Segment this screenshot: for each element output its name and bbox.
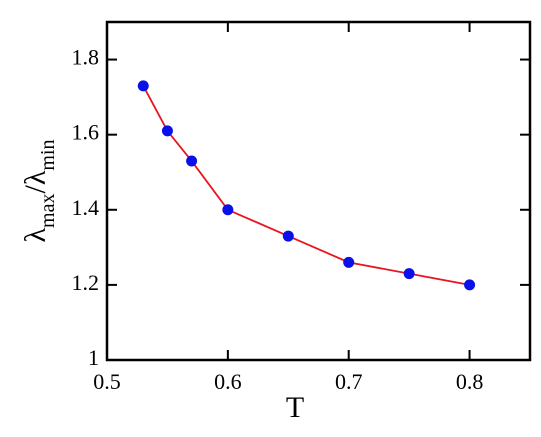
y-axis-label-part: /λ bbox=[19, 170, 52, 193]
x-tick-label: 0.5 bbox=[93, 369, 121, 394]
plot-frame bbox=[105, 20, 532, 362]
marker bbox=[222, 204, 234, 216]
marker bbox=[282, 230, 294, 242]
x-tick-label: 0.8 bbox=[456, 369, 484, 394]
y-tick-label: 1.8 bbox=[72, 45, 100, 70]
x-tick-label: 0.6 bbox=[214, 369, 242, 394]
y-axis-label-part: max bbox=[37, 194, 59, 228]
y-tick-label: 1.4 bbox=[72, 195, 100, 220]
marker bbox=[161, 125, 173, 137]
y-axis-label: λmax/λmin bbox=[19, 140, 59, 243]
y-axis-label-part: min bbox=[37, 140, 59, 171]
marker bbox=[403, 268, 415, 280]
marker bbox=[186, 155, 198, 167]
line bbox=[142, 85, 470, 286]
x-axis-label: T bbox=[286, 391, 304, 424]
x-tick-label: 0.7 bbox=[335, 369, 363, 394]
y-tick-label: 1.6 bbox=[72, 120, 100, 145]
marker bbox=[343, 256, 355, 268]
marker bbox=[464, 279, 476, 291]
y-tick-label: 1.2 bbox=[72, 270, 100, 295]
y-axis-label-part: λ bbox=[19, 228, 52, 243]
marker bbox=[137, 80, 149, 92]
y-tick-label: 1 bbox=[88, 345, 99, 370]
